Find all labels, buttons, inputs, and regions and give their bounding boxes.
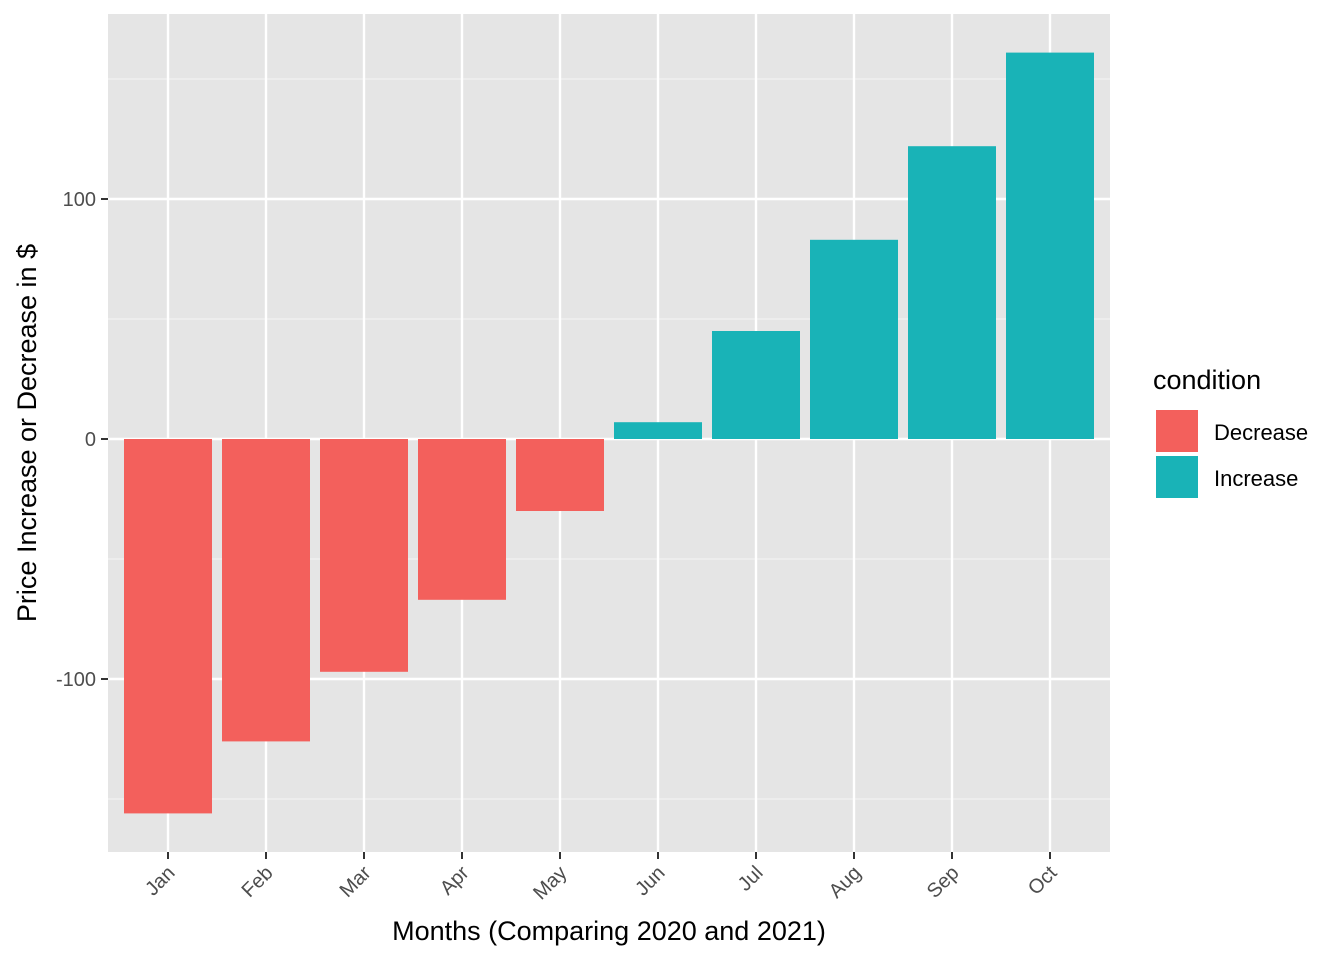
legend-key-decrease	[1154, 408, 1200, 454]
x-axis-title: Months (Comparing 2020 and 2021)	[392, 916, 826, 946]
x-tick-label: Jan	[141, 862, 179, 900]
legend-title: condition	[1153, 365, 1261, 395]
y-tick-label: 0	[85, 429, 96, 451]
bar-may	[516, 439, 604, 511]
x-tick-label: Aug	[825, 862, 866, 903]
x-tick-label: May	[529, 862, 571, 904]
bar-sep	[908, 146, 996, 439]
x-tick-label: Apr	[436, 862, 474, 900]
bar-oct	[1006, 52, 1094, 439]
bar-aug	[810, 239, 898, 439]
x-tick-label: Jul	[734, 862, 768, 896]
bar-jun	[614, 422, 702, 439]
x-tick-label: Oct	[1024, 862, 1062, 900]
y-tick-label: -100	[56, 669, 96, 691]
bar-jan	[124, 439, 212, 814]
bar-jul	[712, 331, 800, 439]
x-axis: Jan Feb Mar Apr May Jun Jul Aug Sep Oct	[141, 852, 1062, 904]
bars	[124, 52, 1094, 814]
y-axis: -100 0 100	[56, 189, 108, 691]
legend-label-decrease: Decrease	[1214, 420, 1308, 445]
y-axis-title: Price Increase or Decrease in $	[12, 244, 42, 622]
x-tick-label: Jun	[631, 862, 669, 900]
x-tick-label: Sep	[923, 862, 964, 903]
x-tick-label: Feb	[238, 862, 278, 902]
legend: condition Decrease Increase	[1153, 365, 1308, 500]
x-tick-label: Mar	[336, 862, 376, 902]
y-tick-label: 100	[63, 189, 96, 211]
legend-label-increase: Increase	[1214, 466, 1298, 491]
bar-feb	[222, 439, 310, 742]
bar-apr	[418, 439, 506, 600]
legend-key-increase	[1154, 454, 1200, 500]
bar-mar	[320, 439, 408, 672]
